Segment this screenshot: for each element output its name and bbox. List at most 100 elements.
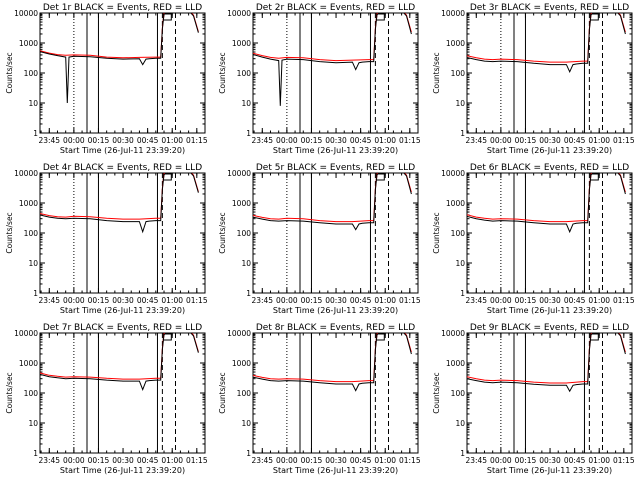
x-tick-label: 23:45 [38,456,60,465]
x-tick-label: 00:00 [276,456,298,465]
y-tick-label: 1000 [446,199,465,208]
x-tick-label: 00:00 [63,136,85,145]
y-tick-label: 10 [455,419,465,428]
y-tick-label: 10 [455,259,465,268]
x-tick-label: 01:15 [186,136,208,145]
x-tick-label: 01:15 [399,136,421,145]
x-tick-label: 00:15 [88,456,110,465]
series-group [253,13,412,106]
y-tick-label: 1000 [232,359,251,368]
y-tick-label: 10 [241,259,251,268]
x-tick-label: 00:15 [88,296,110,305]
x-tick-label: 00:15 [515,456,537,465]
series-group [40,173,199,234]
x-tick-label: 00:00 [490,136,512,145]
reference-lines [73,333,176,453]
y-tick-label: 1 [246,289,251,298]
series-line-red [467,333,626,384]
x-tick-label: 00:15 [301,456,323,465]
y-axis-label: Counts/sec [218,372,227,413]
y-tick-label: 10000 [441,329,465,338]
chart-title: Det 6r BLACK = Events, RED = LLD [470,163,629,173]
x-tick-label: 01:15 [613,296,635,305]
plot-frame [466,12,633,134]
series-line-black [40,333,199,391]
chart-title: Det 1r BLACK = Events, RED = LLD [43,3,202,13]
y-tick-label: 1 [460,289,465,298]
x-tick-label: 00:30 [539,296,561,305]
y-tick-label: 10000 [227,169,251,178]
x-tick-label: 00:30 [539,136,561,145]
y-tick-label: 1 [460,129,465,138]
y-tick-label: 1000 [446,39,465,48]
plot-frame [252,12,419,134]
series-line-red [467,13,626,63]
x-axis-label: Start Time (26-Jul-11 23:39:20) [273,146,398,155]
series-line-red [40,333,199,380]
plot-frame [466,332,633,454]
y-tick-label: 10000 [441,9,465,18]
y-axis-label: Counts/sec [432,212,441,253]
chart-title: Det 2r BLACK = Events, RED = LLD [256,3,415,13]
x-tick-label: 01:15 [186,296,208,305]
chart-panel-5: Det 5r BLACK = Events, RED = LLD 1 10 100 10… [218,163,421,315]
x-tick-label: 01:15 [613,136,635,145]
y-tick-label: 1000 [232,199,251,208]
chart-panel-9: Det 9r BLACK = Events, RED = LLD 1 10 100 10… [432,323,635,475]
chart-panel-6: Det 6r BLACK = Events, RED = LLD 1 10 100 10… [432,163,635,315]
reference-lines [500,13,603,133]
x-tick-label: 00:00 [276,136,298,145]
series-line-black [40,173,199,234]
chart-title: Det 9r BLACK = Events, RED = LLD [470,323,629,333]
y-tick-label: 100 [451,69,466,78]
x-tick-label: 01:00 [588,296,610,305]
x-axis-label: Start Time (26-Jul-11 23:39:20) [273,466,398,475]
y-tick-label: 1 [246,449,251,458]
y-tick-label: 10 [241,99,251,108]
series-line-red [40,173,199,220]
y-tick-label: 100 [24,69,39,78]
y-tick-label: 100 [237,69,252,78]
x-tick-label: 00:15 [88,136,110,145]
series-group [467,13,626,74]
x-tick-label: 00:30 [325,296,347,305]
series-group [40,13,199,104]
series-line-black [253,173,412,231]
x-axis-label: Start Time (26-Jul-11 23:39:20) [60,466,185,475]
reference-lines [500,333,603,453]
plot-frame [39,172,206,294]
y-tick-label: 1000 [19,39,38,48]
x-tick-label: 01:00 [588,456,610,465]
x-tick-label: 23:45 [465,296,487,305]
y-tick-label: 1 [33,449,38,458]
y-tick-label: 10 [28,99,38,108]
y-tick-label: 10 [28,259,38,268]
series-group [40,333,199,391]
x-tick-label: 01:00 [161,136,183,145]
series-group [467,333,626,393]
x-tick-label: 23:45 [38,296,60,305]
reference-lines [286,13,389,133]
plot-frame [466,172,633,294]
y-tick-label: 10000 [14,169,38,178]
x-tick-label: 23:45 [251,456,273,465]
series-line-red [253,333,412,383]
y-tick-label: 10 [241,419,251,428]
x-axis-label: Start Time (26-Jul-11 23:39:20) [273,306,398,315]
series-group [253,333,412,392]
x-tick-label: 00:30 [112,456,134,465]
chart-title: Det 7r BLACK = Events, RED = LLD [43,323,202,333]
x-tick-label: 01:15 [399,296,421,305]
x-tick-label: 00:00 [490,456,512,465]
series-line-red [253,13,412,62]
chart-panel-3: Det 3r BLACK = Events, RED = LLD 1 10 100 10… [432,3,635,155]
series-line-black [253,13,412,106]
x-tick-label: 01:15 [186,456,208,465]
y-tick-label: 100 [451,389,466,398]
plot-frame [39,332,206,454]
y-tick-label: 1 [246,129,251,138]
y-axis-label: Counts/sec [432,52,441,93]
series-group [467,173,626,234]
x-tick-label: 01:00 [374,136,396,145]
y-tick-label: 1000 [446,359,465,368]
